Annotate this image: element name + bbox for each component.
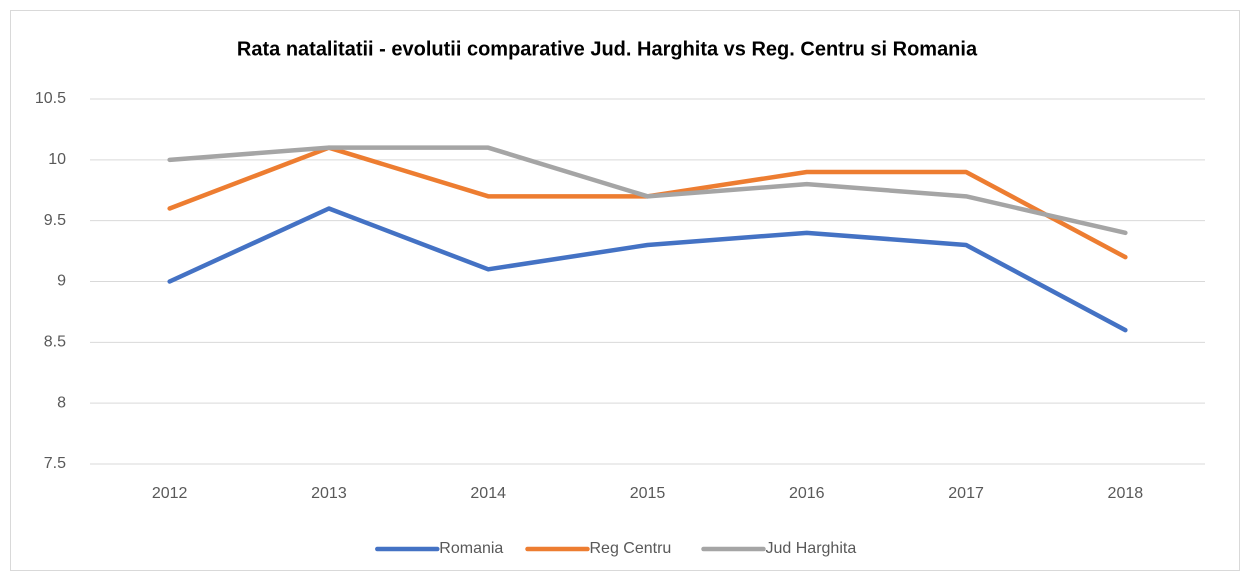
x-tick-label: 2015 bbox=[630, 485, 666, 502]
x-tick-label: 2013 bbox=[311, 485, 347, 502]
series-line bbox=[167, 145, 1128, 236]
chart-title: Rata natalitatii - evolutii comparative … bbox=[237, 38, 978, 60]
y-tick-label: 8 bbox=[57, 394, 66, 411]
chart-border bbox=[10, 10, 1240, 571]
x-tick-label: 2018 bbox=[1108, 485, 1144, 502]
legend-label: Romania bbox=[439, 540, 503, 557]
y-tick-label: 7.5 bbox=[44, 455, 66, 472]
y-tick-label: 8.5 bbox=[44, 334, 66, 351]
y-tick-label: 9.5 bbox=[44, 212, 66, 229]
x-tick-label: 2017 bbox=[948, 485, 984, 502]
x-tick-label: 2014 bbox=[470, 485, 506, 502]
y-tick-label: 10.5 bbox=[35, 90, 66, 107]
legend-label: Reg Centru bbox=[590, 540, 672, 557]
y-tick-label: 10 bbox=[48, 151, 66, 168]
x-tick-label: 2012 bbox=[152, 485, 188, 502]
legend-label: Jud Harghita bbox=[766, 540, 857, 557]
x-tick-label: 2016 bbox=[789, 485, 825, 502]
series-line bbox=[167, 206, 1128, 333]
y-tick-label: 9 bbox=[57, 273, 66, 290]
